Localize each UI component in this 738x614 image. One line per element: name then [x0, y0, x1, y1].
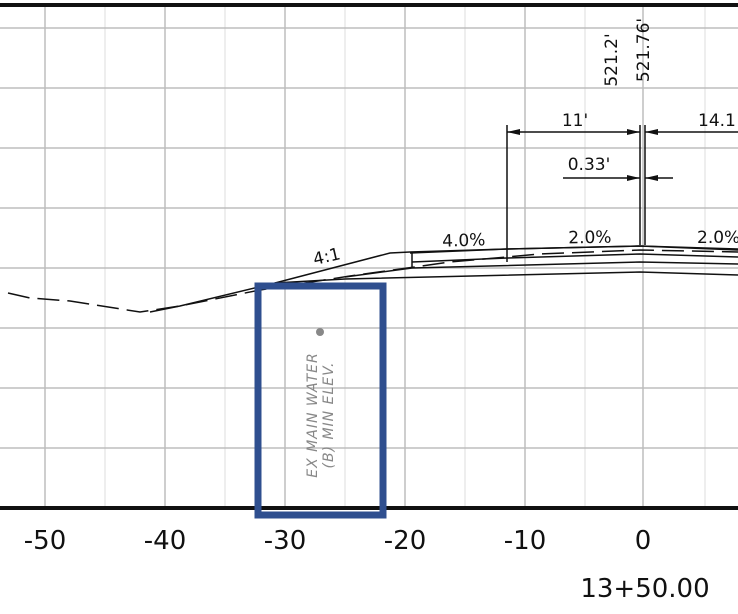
offset-label: 0.33' — [568, 155, 611, 175]
section-lines — [7, 245, 738, 313]
axis-label: -10 — [504, 526, 546, 556]
slope-label: 2.0% — [568, 228, 612, 249]
axis-label: 0 — [635, 526, 652, 556]
axis-label: -20 — [384, 526, 426, 556]
dimensions — [506, 125, 738, 262]
dimension-label: 11' — [562, 111, 588, 131]
water-label: EX MAIN WATER — [305, 352, 321, 477]
elevation-label: 521.2' — [602, 33, 622, 86]
dimension-label: 14.1 — [698, 111, 736, 131]
grid — [0, 3, 738, 510]
axis-label: -50 — [24, 526, 66, 556]
axis-label: -40 — [144, 526, 186, 556]
axis: -50 -40 -30 -20 -10 0 13+50.00 — [24, 526, 710, 604]
station-label: 13+50.00 — [580, 574, 709, 604]
slope-label: 4.0% — [442, 230, 486, 251]
elevation-label: 521.76' — [634, 18, 654, 82]
axis-label: -30 — [264, 526, 306, 556]
labels: 521.2' 521.76' 11' 14.1 0.33' 4.0% 2.0% … — [311, 18, 738, 270]
water-note: EX MAIN WATER (B) MIN ELEV. — [305, 328, 337, 478]
slope-label: 2.0% — [697, 228, 738, 248]
water-label: (B) MIN ELEV. — [321, 361, 337, 468]
highlight-box — [254, 282, 387, 519]
